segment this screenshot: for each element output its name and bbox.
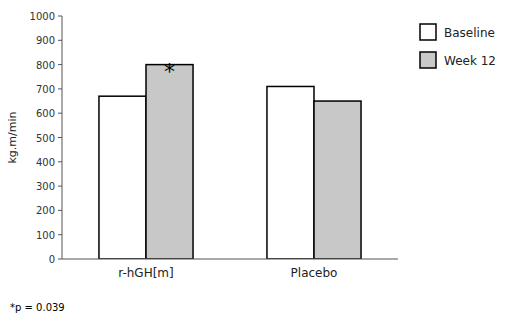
chart: 0 100 200 300 400 500 600 700 800 900 1000 kg.m/min… xyxy=(0,0,516,321)
y-tick xyxy=(58,113,62,114)
y-tick-label: 1000 xyxy=(30,11,55,22)
y-tick-label: 400 xyxy=(36,157,55,168)
y-axis: 0 100 200 300 400 500 600 700 800 900 1000 xyxy=(30,11,62,265)
y-axis-label: kg.m/min xyxy=(6,111,19,163)
footnote: *p = 0.039 xyxy=(10,302,65,313)
y-axis-line xyxy=(62,16,63,259)
bar xyxy=(99,96,146,259)
x-axis-line xyxy=(62,259,398,260)
y-tick-label: 0 xyxy=(49,254,55,265)
y-tick xyxy=(58,259,62,260)
x-tick-label: Placebo xyxy=(291,266,338,280)
y-tick xyxy=(58,210,62,211)
y-tick xyxy=(58,16,62,17)
bar xyxy=(146,65,193,259)
y-tick-label: 500 xyxy=(36,133,55,144)
x-axis: r-hGH[m] Placebo xyxy=(62,259,398,280)
annotation: * xyxy=(164,59,175,84)
x-tick-label: r-hGH[m] xyxy=(118,266,173,280)
y-tick xyxy=(58,234,62,235)
y-tick-label: 100 xyxy=(36,230,55,241)
legend-label: Baseline xyxy=(444,26,495,40)
y-tick xyxy=(58,186,62,187)
y-tick-label: 800 xyxy=(36,60,55,71)
bar xyxy=(267,86,314,259)
y-tick xyxy=(58,137,62,138)
bar xyxy=(314,101,361,259)
y-tick xyxy=(58,64,62,65)
y-tick xyxy=(58,88,62,89)
legend-swatch xyxy=(420,52,436,68)
y-tick-label: 200 xyxy=(36,205,55,216)
y-tick-label: 600 xyxy=(36,108,55,119)
y-tick-label: 900 xyxy=(36,35,55,46)
y-tick xyxy=(58,40,62,41)
bars xyxy=(99,65,361,259)
legend-label: Week 12 xyxy=(444,54,496,68)
legend-swatch xyxy=(420,24,436,40)
y-tick-label: 700 xyxy=(36,84,55,95)
legend: Baseline Week 12 xyxy=(420,24,496,68)
y-tick xyxy=(58,161,62,162)
y-tick-label: 300 xyxy=(36,181,55,192)
